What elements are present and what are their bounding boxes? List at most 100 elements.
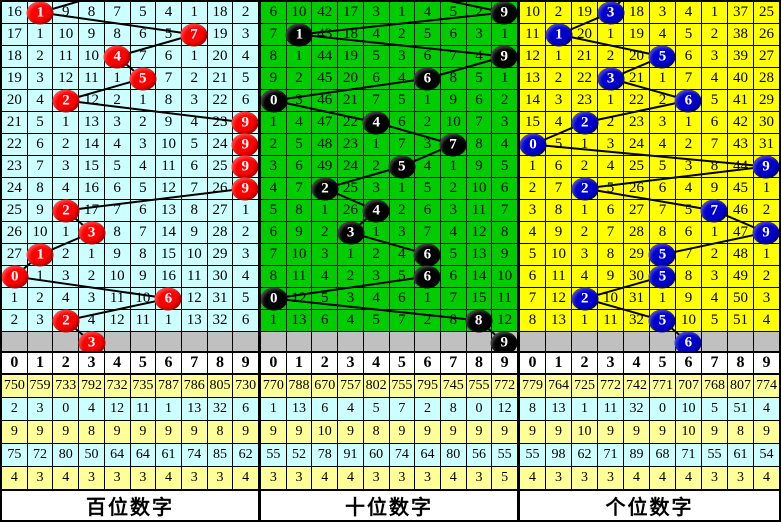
drawn-digit-marker: 2 <box>311 177 339 200</box>
stat-cell: 68 <box>650 444 675 466</box>
miss-cell: 5 <box>363 46 389 67</box>
miss-cell: 5 <box>312 288 338 309</box>
miss-cell: 13 <box>466 244 492 265</box>
drawn-digit-marker: 4 <box>362 199 390 222</box>
stat-cell: 779 <box>520 375 545 397</box>
miss-cell: 29 <box>754 90 779 111</box>
miss-cell: 8 <box>27 178 53 199</box>
miss-cell: 13 <box>79 112 104 133</box>
miss-cell: 9 <box>702 178 727 199</box>
miss-cell: 28 <box>624 222 649 243</box>
stat-cell: 50 <box>79 444 104 466</box>
miss-cell: 7 <box>676 68 701 89</box>
miss-cell: 4 <box>104 134 130 155</box>
miss-cell: 2 <box>363 244 389 265</box>
miss-cell: 6 <box>466 90 492 111</box>
miss-cell: 28 <box>207 222 233 243</box>
miss-cell: 24 <box>338 156 363 177</box>
stat-cell: 7 <box>389 398 415 420</box>
stat-cell: 3 <box>27 398 53 420</box>
miss-cell: 15 <box>520 112 545 133</box>
miss-cell: 23 <box>207 112 233 133</box>
miss-cell: 2 <box>2 310 27 331</box>
miss-cell: 2 <box>286 68 312 89</box>
drawn-digit-marker: 2 <box>52 309 80 332</box>
stat-cell: 8 <box>440 398 466 420</box>
miss-cell: 4 <box>676 2 701 23</box>
stat-cell: 9 <box>389 421 415 443</box>
stat-cell: 4 <box>520 467 545 489</box>
miss-cell: 12 <box>79 90 104 111</box>
miss-cell: 40 <box>728 68 753 89</box>
miss-cell: 11 <box>181 266 207 287</box>
drawn-digit-marker: 9 <box>490 2 517 24</box>
stat-cell: 3 <box>130 467 156 489</box>
miss-cell: 1 <box>492 24 517 45</box>
panel-title: 十位数字 <box>261 489 517 520</box>
miss-cell: 3 <box>572 244 597 265</box>
miss-cell: 8 <box>286 200 312 221</box>
miss-cell: 1 <box>598 90 623 111</box>
miss-cell: 25 <box>754 2 779 23</box>
stat-cell: 764 <box>546 375 571 397</box>
drawn-digit-marker: 0 <box>261 287 288 310</box>
miss-cell: 10 <box>181 244 207 265</box>
miss-cell: 3 <box>286 90 312 111</box>
pending-cell <box>702 332 727 352</box>
miss-cell: 2 <box>233 2 258 23</box>
miss-cell: 11 <box>104 288 130 309</box>
stat-cell: 3 <box>466 467 492 489</box>
drawn-digit-marker: 1 <box>285 23 313 46</box>
miss-cell: 16 <box>79 178 104 199</box>
stat-cell: 85 <box>207 444 233 466</box>
miss-cell: 8 <box>261 266 286 287</box>
miss-cell: 7 <box>363 90 389 111</box>
stat-cell: 771 <box>650 375 675 397</box>
stat-cell: 768 <box>702 375 727 397</box>
miss-cell: 19 <box>624 24 649 45</box>
miss-cell: 3 <box>466 24 492 45</box>
miss-cell: 6 <box>389 112 415 133</box>
stat-cell: 4 <box>2 467 27 489</box>
miss-cell: 7 <box>389 134 415 155</box>
miss-cell: 2 <box>650 90 675 111</box>
digit-header-cell: 4 <box>624 353 649 373</box>
miss-cell: 7 <box>181 178 207 199</box>
miss-cell: 42 <box>728 112 753 133</box>
miss-cell: 2 <box>389 24 415 45</box>
stats-grid: 750 759 733 792 732 735 787 786 805 730 2 3 0 4 12 11 1 1… <box>2 375 258 489</box>
stat-cell: 786 <box>181 375 207 397</box>
stat-cell: 71 <box>598 444 623 466</box>
miss-cell: 1 <box>415 288 440 309</box>
miss-cell: 9 <box>676 288 701 309</box>
pending-cell <box>572 332 597 352</box>
miss-cell: 2 <box>130 112 156 133</box>
stat-cell: 1 <box>572 398 597 420</box>
miss-cell: 11 <box>286 266 312 287</box>
miss-cell: 9 <box>104 244 130 265</box>
miss-cell: 6 <box>492 178 517 199</box>
stat-cell: 9 <box>702 421 727 443</box>
digit-header-cell: 6 <box>156 353 181 373</box>
miss-cell: 8 <box>261 46 286 67</box>
panel-tens-digit: 6 10 42 17 3 1 4 5 2 7 43 18 4 2 5 6 3 1 8 1 44 19 5 3 6 7 4 9 2 45 20… <box>261 2 520 520</box>
miss-cell: 7 <box>130 46 156 67</box>
miss-cell: 1 <box>79 244 104 265</box>
miss-cell: 4 <box>130 156 156 177</box>
drawn-digit-marker: 2 <box>571 177 599 200</box>
miss-cell: 21 <box>624 68 649 89</box>
miss-cell: 29 <box>207 244 233 265</box>
stat-cell: 4 <box>754 398 779 420</box>
miss-cell: 9 <box>492 244 517 265</box>
miss-cell: 23 <box>572 90 597 111</box>
miss-cell: 18 <box>207 2 233 23</box>
miss-cell: 26 <box>624 178 649 199</box>
miss-cell: 10 <box>79 46 104 67</box>
stat-cell: 9 <box>27 421 53 443</box>
miss-cell: 3 <box>53 156 79 177</box>
stat-cell: 74 <box>181 444 207 466</box>
digit-header-cell: 3 <box>338 353 363 373</box>
drawn-digit-marker: 3 <box>597 2 625 24</box>
stat-cell: 8 <box>728 421 753 443</box>
miss-cell: 7 <box>261 244 286 265</box>
